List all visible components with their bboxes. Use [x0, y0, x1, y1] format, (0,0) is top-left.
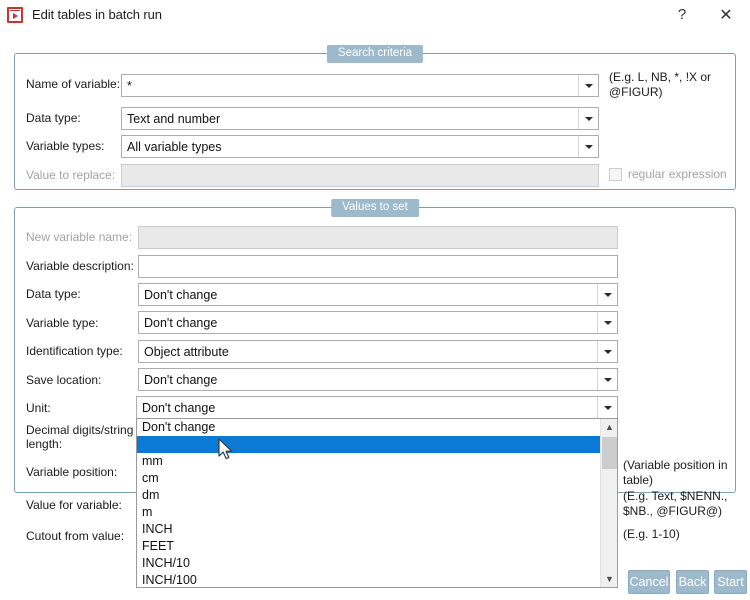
back-button[interactable]: Back — [676, 570, 709, 594]
unit-dropdown-options[interactable]: Don't change mm cm dm m INCH FEET INCH/10 INCH/1… — [137, 419, 600, 587]
label-set-data-type: Data type: — [26, 287, 81, 301]
unit-option[interactable]: m — [142, 505, 153, 519]
label-name-of-variable: Name of variable: — [26, 77, 121, 91]
chevron-down-icon[interactable] — [597, 369, 617, 390]
start-button[interactable]: Start — [714, 570, 747, 594]
variable-types-combo[interactable]: All variable types — [121, 135, 599, 158]
variable-position-hint: (Variable position in table) — [623, 458, 728, 487]
label-unit: Unit: — [26, 401, 51, 415]
value-to-replace-input — [121, 164, 599, 187]
set-variable-type-value: Don't change — [144, 315, 218, 330]
unit-option[interactable]: INCH — [142, 522, 173, 536]
close-icon[interactable]: ✕ — [719, 6, 733, 24]
chevron-down-icon[interactable] — [578, 136, 598, 157]
regular-expression-checkbox-row: regular expression — [609, 167, 727, 181]
new-variable-name-input — [138, 226, 618, 249]
unit-option[interactable]: INCH/100 — [142, 573, 197, 587]
unit-option[interactable] — [137, 436, 600, 453]
label-variable-position: Variable position: — [26, 465, 118, 479]
set-data-type-value: Don't change — [144, 287, 218, 302]
unit-option[interactable]: dm — [142, 488, 160, 502]
label-variable-description: Variable description: — [26, 259, 134, 273]
label-search-data-type: Data type: — [26, 111, 81, 125]
name-of-variable-hint: (E.g. L, NB, *, !X or @FIGUR) — [609, 70, 712, 99]
dropdown-scrollbar[interactable]: ▲ ▼ — [600, 419, 617, 587]
chevron-down-icon[interactable] — [597, 312, 617, 333]
window-title: Edit tables in batch run — [32, 7, 162, 22]
regular-expression-checkbox — [609, 167, 622, 181]
label-identification-type: Identification type: — [26, 344, 123, 358]
label-save-location: Save location: — [26, 373, 102, 387]
save-location-value: Don't change — [144, 372, 218, 387]
values-to-set-title: Values to set — [331, 199, 419, 217]
label-cutout-from-value: Cutout from value: — [26, 529, 125, 543]
batch-table-icon — [7, 6, 23, 23]
identification-type-combo[interactable]: Object attribute — [138, 340, 618, 363]
cancel-button[interactable]: Cancel — [628, 570, 670, 594]
label-set-variable-type: Variable type: — [26, 316, 99, 330]
unit-dropdown-list[interactable]: Don't change mm cm dm m INCH FEET INCH/10 INCH/1… — [136, 418, 618, 588]
label-new-variable-name: New variable name: — [26, 230, 133, 244]
set-data-type-combo[interactable]: Don't change — [138, 283, 618, 306]
chevron-down-icon[interactable] — [597, 397, 617, 418]
variable-types-value: All variable types — [127, 139, 222, 154]
name-of-variable-value: * — [127, 78, 132, 93]
unit-option[interactable]: INCH/10 — [142, 556, 190, 570]
identification-type-value: Object attribute — [144, 344, 229, 359]
chevron-down-icon[interactable] — [578, 75, 598, 96]
search-data-type-value: Text and number — [127, 111, 221, 126]
chevron-down-icon[interactable] — [578, 108, 598, 129]
title-bar: Edit tables in batch run ? ✕ — [0, 0, 750, 29]
label-decimal-digits-string-length: Decimal digits/string length: — [26, 423, 134, 451]
set-variable-type-combo[interactable]: Don't change — [138, 311, 618, 334]
unit-option[interactable]: mm — [142, 454, 163, 468]
variable-description-input[interactable] — [138, 255, 618, 278]
unit-combo[interactable]: Don't change — [136, 396, 618, 419]
label-variable-types: Variable types: — [26, 139, 105, 153]
chevron-up-icon[interactable]: ▲ — [601, 419, 617, 435]
chevron-down-icon[interactable]: ▼ — [601, 571, 617, 587]
unit-option[interactable]: Don't change — [142, 420, 216, 434]
label-value-to-replace: Value to replace: — [26, 168, 116, 182]
cutout-from-value-hint: (E.g. 1-10) — [623, 527, 680, 541]
save-location-combo[interactable]: Don't change — [138, 368, 618, 391]
name-of-variable-combo[interactable]: * — [121, 74, 599, 97]
value-for-variable-hint: (E.g. Text, $NENN., $NB., @FIGUR@) — [623, 489, 728, 518]
help-button[interactable]: ? — [677, 6, 687, 23]
search-criteria-title: Search criteria — [326, 45, 424, 63]
unit-option[interactable]: cm — [142, 471, 159, 485]
unit-value: Don't change — [142, 400, 216, 415]
unit-option[interactable]: FEET — [142, 539, 174, 553]
regular-expression-label: regular expression — [628, 167, 727, 181]
search-data-type-combo[interactable]: Text and number — [121, 107, 599, 130]
scrollbar-thumb[interactable] — [602, 437, 617, 469]
label-value-for-variable: Value for variable: — [26, 498, 122, 512]
chevron-down-icon[interactable] — [597, 341, 617, 362]
chevron-down-icon[interactable] — [597, 284, 617, 305]
